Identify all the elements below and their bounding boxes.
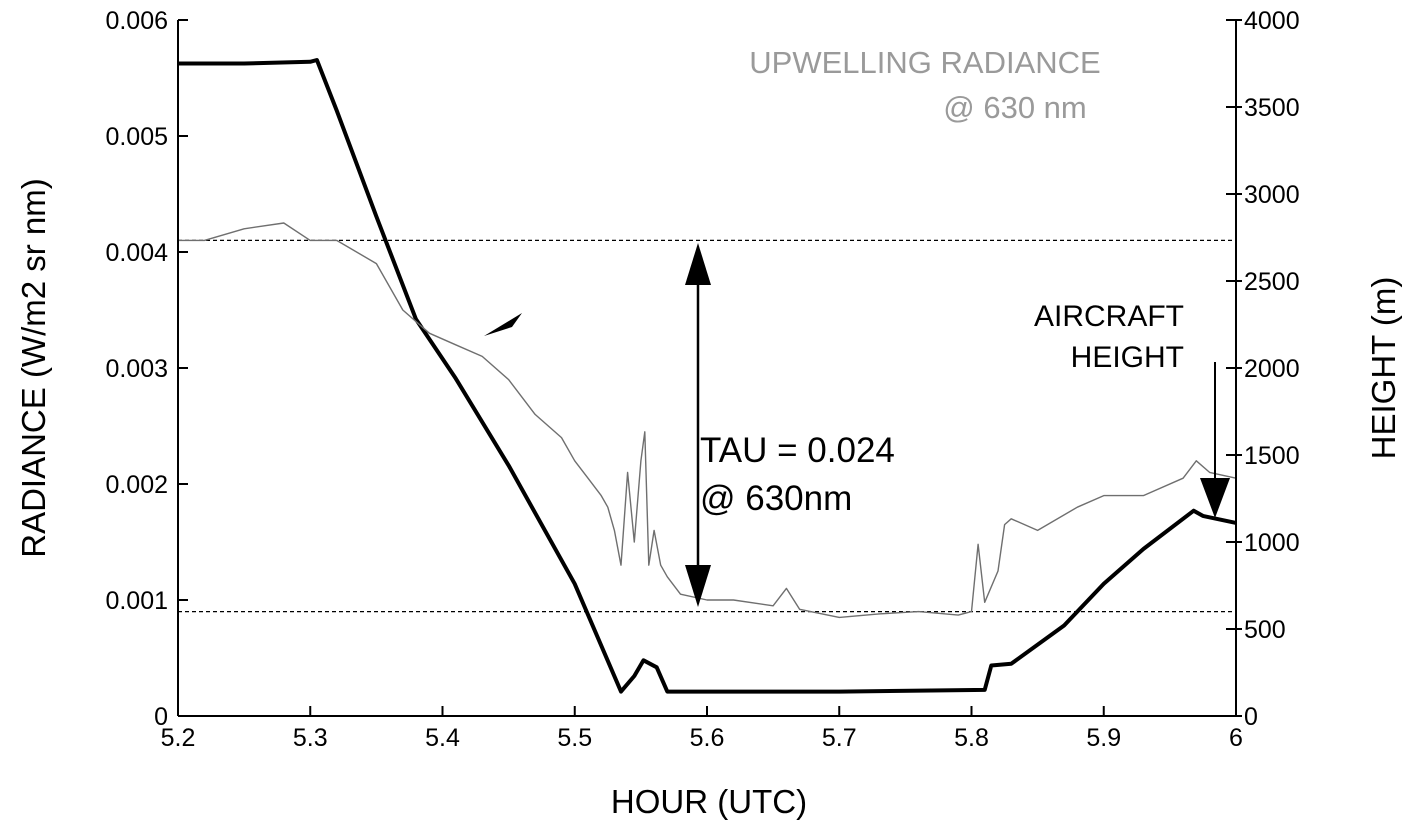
inset-title-line1: UPWELLING RADIANCE [749,45,1100,80]
x-tick-label: 6 [1229,724,1243,752]
aircraft-height-series [178,58,1237,694]
x-axis-label: HOUR (UTC) [611,783,807,820]
y-right-tick-label: 3500 [1244,94,1300,122]
y-left-tick-label: 0 [154,703,168,731]
y-right-tick-label: 0 [1244,703,1258,731]
y-right-axis-label: HEIGHT (m) [1365,277,1402,460]
aircraft-height-arrow [1200,362,1230,518]
y-right-tick-label: 3000 [1244,181,1300,209]
y-left-tick-label: 0.006 [105,7,168,35]
y-left-tick-label: 0.005 [105,123,168,151]
x-tick-label: 5.4 [425,724,460,752]
y-right-tick-label: 500 [1244,616,1286,644]
y-right-tick-label: 1000 [1244,529,1300,557]
y-left-tick-label: 0.003 [105,355,168,383]
aircraft-annotation-line1: AIRCRAFT [1034,300,1184,333]
tau-annotation-line2: @ 630nm [700,479,852,518]
tau-double-arrow [685,243,711,607]
y-right-tick-label: 4000 [1244,7,1300,35]
y-right-tick-label: 2500 [1244,268,1300,296]
y-left-tick-label: 0.004 [105,239,168,267]
y-left-axis-label: RADIANCE (W/m2 sr nm) [15,178,52,558]
y-left-tick-label: 0.002 [105,471,168,499]
x-tick-label: 5.6 [690,724,725,752]
x-tick-label: 5.9 [1086,724,1121,752]
tau-annotation-line1: TAU = 0.024 [700,431,895,470]
x-tick-label: 5.8 [954,724,989,752]
inset-title-line2: @ 630 nm [943,90,1086,125]
y-left-tick-label: 0.001 [105,587,168,615]
reference-lines [178,239,1236,613]
x-tick-label: 5.3 [293,724,328,752]
radiance-series [178,222,1237,619]
y-right-tick-label: 1500 [1244,442,1300,470]
x-tick-label: 5.2 [161,724,196,752]
radiance-pointer-arrow [484,313,522,336]
aircraft-annotation-line2: HEIGHT [1071,341,1184,374]
axis-ticks: 5.2 5.3 5.4 5.5 5.6 5.7 5.8 5.9 600.0010.0020.00… [105,7,1299,752]
x-tick-label: 5.7 [822,724,857,752]
series-layer [178,58,1237,694]
y-right-tick-label: 2000 [1244,355,1300,383]
x-tick-label: 5.5 [557,724,592,752]
